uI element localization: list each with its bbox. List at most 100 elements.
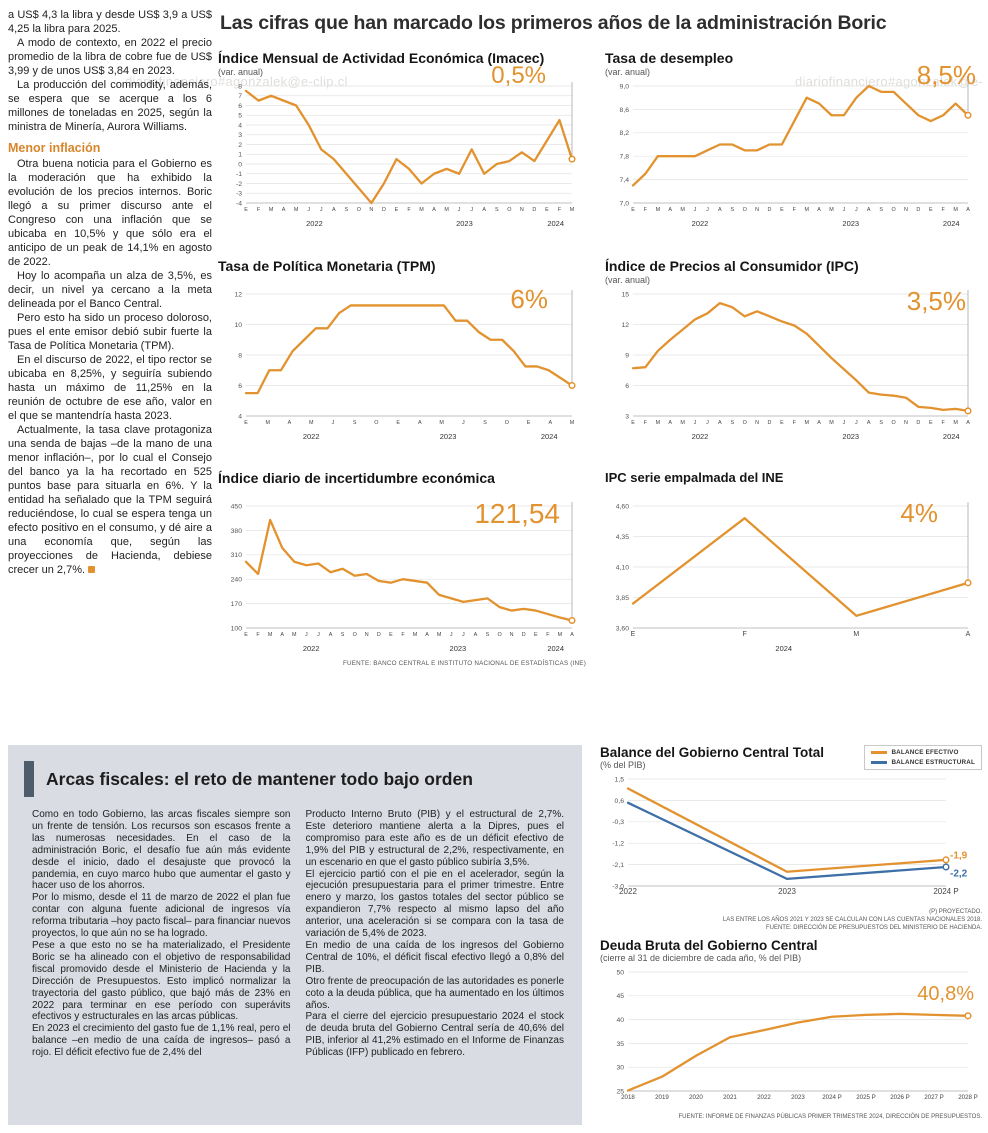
svg-text:A: A — [668, 207, 672, 213]
svg-text:S: S — [730, 207, 734, 213]
svg-text:F: F — [793, 207, 797, 213]
svg-text:6: 6 — [625, 383, 629, 390]
svg-text:D: D — [768, 207, 772, 213]
svg-text:N: N — [755, 420, 759, 426]
chart-title: Índice Mensual de Actividad Económica (I… — [218, 50, 545, 66]
svg-text:J: J — [855, 207, 858, 213]
svg-text:8,6: 8,6 — [620, 107, 630, 114]
svg-text:M: M — [265, 420, 270, 426]
svg-text:8: 8 — [238, 352, 242, 359]
svg-text:2023: 2023 — [440, 432, 457, 441]
legend-item-estructural: BALANCE ESTRUCTURAL — [871, 759, 975, 766]
svg-text:2024: 2024 — [943, 219, 960, 228]
paragraph: Actualmente, la tasa clave protagoniza u… — [8, 423, 212, 577]
svg-text:M: M — [437, 632, 442, 638]
svg-text:F: F — [546, 632, 550, 638]
svg-text:E: E — [780, 420, 784, 426]
paragraph: La producción del commodity, además, se … — [8, 79, 212, 133]
svg-text:J: J — [332, 420, 335, 426]
svg-text:S: S — [341, 632, 345, 638]
paragraph: Pero esto ha sido un proceso doloroso, p… — [8, 312, 212, 352]
paragraph: Otro frente de preocupación de las autor… — [305, 975, 565, 1011]
svg-text:F: F — [256, 632, 260, 638]
legend-label: BALANCE EFECTIVO — [891, 749, 959, 756]
svg-text:A: A — [817, 420, 821, 426]
svg-text:-3,0: -3,0 — [612, 883, 624, 890]
svg-text:40: 40 — [616, 1017, 624, 1024]
svg-text:M: M — [680, 420, 685, 426]
svg-text:D: D — [916, 207, 920, 213]
svg-text:O: O — [357, 207, 361, 213]
chart-subtitle: (var. anual) — [218, 67, 264, 77]
svg-text:2026 P: 2026 P — [890, 1094, 910, 1101]
paragraph: Producto Interno Bruto (PIB) y el estruc… — [305, 809, 565, 868]
svg-text:6: 6 — [238, 383, 242, 390]
page-title: Las cifras que han marcado los primeros … — [220, 12, 887, 34]
svg-text:8: 8 — [238, 83, 242, 90]
svg-text:O: O — [743, 420, 747, 426]
svg-text:E: E — [780, 207, 784, 213]
chart-card-deuda: Deuda Bruta del Gobierno Central (cierre… — [600, 938, 982, 1121]
arcas-body: Como en todo Gobierno, las arcas fiscale… — [8, 805, 582, 1059]
svg-text:A: A — [966, 631, 971, 638]
svg-text:S: S — [730, 420, 734, 426]
chart-title: Balance del Gobierno Central Total — [600, 745, 825, 760]
svg-text:-3: -3 — [236, 191, 242, 198]
chart-footnotes: (P) PROYECTADO. LAS ENTRE LOS AÑOS 2021 … — [600, 908, 982, 932]
desempleo-line-chart: 9,08,68,27,87,47,0E F M A M J J A S O N D E F M A M J J A S O… — [620, 82, 972, 228]
svg-text:O: O — [743, 207, 747, 213]
svg-text:35: 35 — [616, 1041, 624, 1048]
svg-text:A: A — [418, 420, 422, 426]
footnote: (P) PROYECTADO. — [929, 909, 982, 915]
svg-text:A: A — [966, 420, 970, 426]
svg-text:2025 P: 2025 P — [856, 1094, 876, 1101]
left-article-column: a US$ 4,3 la libra y desde US$ 3,9 a US$… — [8, 8, 212, 577]
svg-text:M: M — [294, 207, 299, 213]
svg-text:S: S — [483, 420, 487, 426]
svg-text:D: D — [382, 207, 386, 213]
svg-text:N: N — [904, 420, 908, 426]
chart-subtitle: (cierre al 31 de diciembre de cada año, … — [600, 953, 802, 963]
chart-card-tpm: Tasa de Política Monetaria (TPM) 6% 12 10… — [218, 258, 586, 446]
chart-legend: BALANCE EFECTIVO BALANCE ESTRUCTURAL — [864, 745, 982, 770]
svg-text:9: 9 — [625, 352, 629, 359]
svg-text:3,60: 3,60 — [616, 625, 629, 632]
svg-text:F: F — [257, 207, 261, 213]
legend-item-efectivo: BALANCE EFECTIVO — [871, 749, 975, 756]
svg-text:2024: 2024 — [547, 219, 564, 228]
svg-text:O: O — [891, 207, 895, 213]
svg-text:2023: 2023 — [842, 432, 859, 441]
svg-text:E: E — [396, 420, 400, 426]
svg-text:J: J — [462, 632, 465, 638]
paragraph: En 2023 el crecimiento del gasto fue de … — [32, 1023, 291, 1059]
svg-text:A: A — [548, 420, 552, 426]
paragraph: Como en todo Gobierno, las arcas fiscale… — [32, 809, 291, 892]
value-callout: 4% — [900, 498, 938, 528]
svg-text:J: J — [855, 420, 858, 426]
svg-text:30: 30 — [616, 1065, 624, 1072]
svg-text:A: A — [817, 207, 821, 213]
svg-text:E: E — [929, 207, 933, 213]
svg-text:D: D — [532, 207, 536, 213]
svg-text:F: F — [942, 207, 946, 213]
svg-text:A: A — [570, 632, 574, 638]
svg-text:2020: 2020 — [689, 1094, 703, 1101]
svg-text:F: F — [401, 632, 405, 638]
svg-text:M: M — [656, 420, 661, 426]
svg-text:A: A — [288, 420, 292, 426]
paragraph: A modo de contexto, en 2022 el precio pr… — [8, 37, 212, 77]
svg-text:2024: 2024 — [775, 644, 792, 653]
svg-text:2023: 2023 — [842, 219, 859, 228]
section-heading: Menor inflación — [8, 141, 101, 155]
svg-text:M: M — [439, 420, 444, 426]
chart-card-desempleo: Tasa de desempleo (var. anual) 8,5% 9,0 8… — [605, 50, 982, 233]
chart-card-imacec: Índice Mensual de Actividad Económica (I… — [218, 50, 586, 233]
svg-text:1,5: 1,5 — [615, 776, 625, 783]
svg-text:2022: 2022 — [306, 219, 323, 228]
svg-text:A: A — [425, 632, 429, 638]
chart-footnotes: FUENTE: INFORME DE FINANZAS PÚBLICAS PRI… — [600, 1113, 983, 1121]
svg-text:D: D — [916, 420, 920, 426]
